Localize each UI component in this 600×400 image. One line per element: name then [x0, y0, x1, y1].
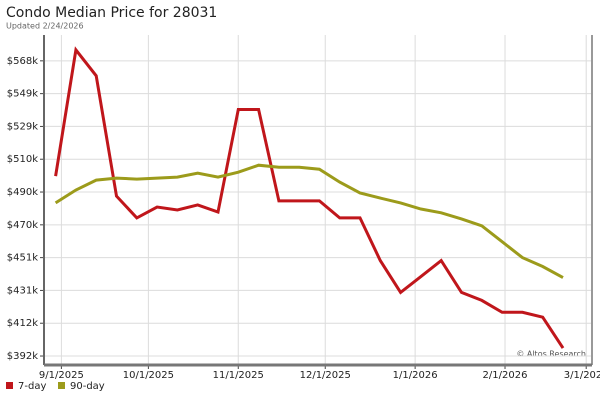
legend-swatch — [6, 382, 13, 389]
y-tick-label: $431k — [7, 285, 38, 296]
legend-label: 90-day — [70, 381, 105, 392]
chart-subtitle: Updated 2/24/2026 — [6, 22, 84, 31]
y-tick-label: $470k — [7, 220, 38, 231]
y-tick-label: $412k — [7, 318, 38, 329]
y-tick-label: $451k — [7, 253, 38, 264]
legend-label: 7-day — [18, 381, 46, 392]
y-tick-label: $529k — [7, 121, 38, 132]
series-line — [54, 163, 564, 279]
x-tick-label: 11/1/2025 — [213, 370, 264, 381]
y-tick-label: $392k — [7, 351, 38, 362]
x-tick-label: 3/1/2026 — [564, 370, 600, 381]
y-tick-label: $568k — [7, 56, 38, 67]
x-tick-label: 9/1/2025 — [39, 370, 84, 381]
watermark: © Altos Research — [516, 350, 586, 359]
legend-swatch — [58, 382, 65, 389]
y-tick-label: $549k — [7, 89, 38, 100]
y-tick-label: $510k — [7, 154, 38, 165]
chart-title: Condo Median Price for 28031 — [6, 5, 217, 21]
y-tick-label: $490k — [7, 187, 38, 198]
x-tick-label: 12/1/2025 — [300, 370, 351, 381]
x-tick-label: 1/1/2026 — [393, 370, 438, 381]
x-tick-label: 10/1/2025 — [123, 370, 174, 381]
x-tick-label: 2/1/2026 — [483, 370, 528, 381]
series-line — [54, 46, 565, 349]
